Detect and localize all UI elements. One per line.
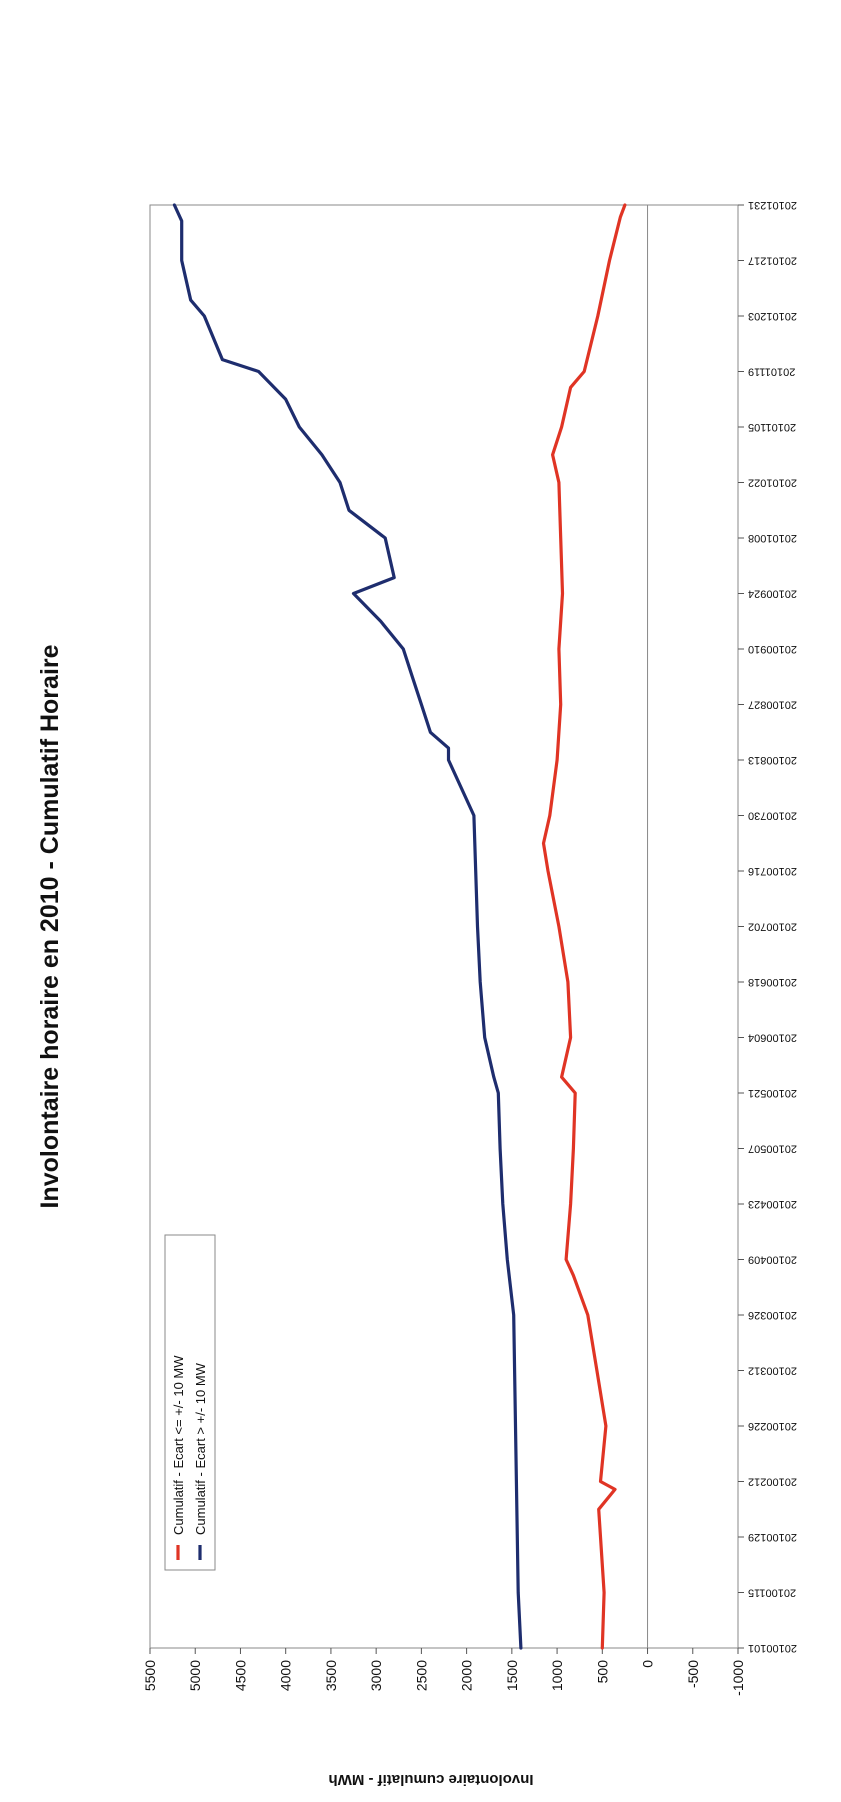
x-tick-label: 20100604 bbox=[748, 1032, 797, 1044]
x-tick-label: 20100101 bbox=[748, 1642, 797, 1654]
x-tick-label: 20100226 bbox=[748, 1420, 797, 1432]
legend-entry: Cumulatif - Ecart <= +/- 10 MW bbox=[171, 1355, 186, 1535]
x-tick-label: 20100115 bbox=[748, 1587, 796, 1599]
x-tick-label: 20101231 bbox=[748, 199, 797, 211]
x-tick-label: 20100716 bbox=[748, 865, 797, 877]
y-tick-label: 5500 bbox=[142, 1660, 158, 1691]
x-tick-label: 20100827 bbox=[748, 699, 797, 711]
y-tick-label: -500 bbox=[685, 1660, 701, 1688]
y-tick-label: 2500 bbox=[413, 1660, 429, 1691]
x-tick-label: 20100129 bbox=[748, 1531, 797, 1543]
y-tick-label: 1000 bbox=[549, 1660, 565, 1691]
x-tick-label: 20100212 bbox=[748, 1476, 797, 1488]
legend-entry: Cumulatif - Ecart > +/- 10 MW bbox=[193, 1362, 208, 1535]
legend-box bbox=[164, 1234, 216, 1571]
x-tick-label: 20101008 bbox=[748, 532, 797, 544]
x-tick-label: 20101203 bbox=[748, 310, 797, 322]
x-tick-label: 20101105 bbox=[748, 421, 796, 433]
y-tick-label: -1000 bbox=[730, 1660, 746, 1696]
x-tick-label: 20100910 bbox=[748, 643, 797, 655]
y-tick-label: 500 bbox=[594, 1660, 610, 1684]
x-tick-label: 20100507 bbox=[748, 1143, 797, 1155]
x-tick-label: 20100618 bbox=[748, 976, 797, 988]
x-tick-label: 20100924 bbox=[748, 588, 797, 600]
legend: Cumulatif - Ecart <= +/- 10 MW Cumulatif … bbox=[164, 1234, 216, 1571]
x-tick-label: 20100326 bbox=[748, 1309, 797, 1321]
series-line-ecart-inferieur bbox=[541, 203, 627, 1650]
x-tick-label: 20100521 bbox=[748, 1087, 797, 1099]
x-tick-label: 20100423 bbox=[748, 1198, 797, 1210]
x-tick-label: 20100730 bbox=[748, 810, 797, 822]
x-tick-label: 20101217 bbox=[748, 255, 797, 267]
y-tick-label: 5000 bbox=[187, 1660, 203, 1691]
chart-title: Involontaire horaire en 2010 - Cumulatif… bbox=[36, 644, 64, 1208]
y-tick-label: 3000 bbox=[368, 1660, 384, 1691]
x-tick-label: 20100702 bbox=[748, 921, 797, 933]
x-tick-label: 20100813 bbox=[748, 754, 797, 766]
plot-area bbox=[149, 204, 739, 1649]
series-line-ecart-superieur bbox=[172, 203, 523, 1650]
x-tick-label: 20101022 bbox=[748, 477, 797, 489]
y-tick-label: 4000 bbox=[278, 1660, 294, 1691]
y-tick-label: 2000 bbox=[459, 1660, 475, 1691]
y-axis-label: Involontaire cumulatif - MWh bbox=[329, 1771, 534, 1788]
y-tick-label: 0 bbox=[640, 1660, 656, 1668]
x-tick-label: 20100409 bbox=[748, 1254, 797, 1266]
x-tick-label: 20100312 bbox=[748, 1365, 797, 1377]
y-tick-label: 4500 bbox=[232, 1660, 248, 1691]
y-tick-label: 3500 bbox=[323, 1660, 339, 1691]
x-tick-label: 20101119 bbox=[748, 366, 795, 378]
y-tick-label: 1500 bbox=[504, 1660, 520, 1691]
